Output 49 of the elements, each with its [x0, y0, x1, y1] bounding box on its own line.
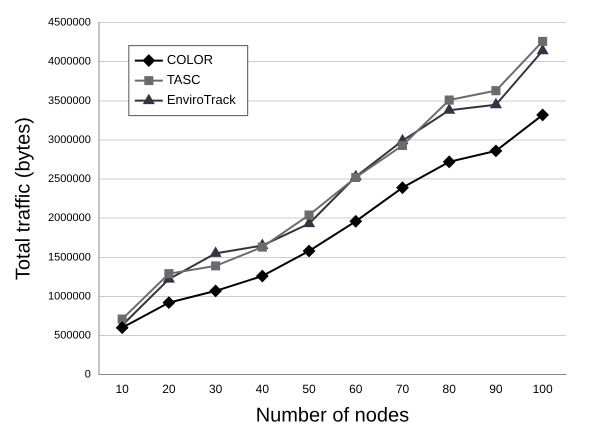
point: [351, 172, 360, 182]
point: [118, 314, 127, 324]
y-tick-label: 500000: [54, 330, 91, 342]
y-tick-label: 4000000: [48, 56, 91, 68]
y-tick-label: 3500000: [48, 94, 91, 107]
x-tick-label: 30: [208, 382, 223, 396]
x-tick-label: 50: [302, 382, 316, 396]
y-tick-label: 1000000: [48, 290, 91, 302]
point: [443, 156, 456, 168]
x-axis-title: Number of nodes: [256, 404, 410, 427]
point: [490, 98, 502, 108]
y-tick-label: 0: [84, 368, 91, 381]
x-tick-label: 70: [396, 382, 410, 396]
y-tick-label: 2000000: [48, 212, 91, 224]
point: [398, 140, 408, 150]
legend-label: COLOR: [166, 52, 214, 68]
point: [350, 215, 362, 228]
point: [490, 144, 502, 157]
x-tick-label: 40: [256, 382, 270, 396]
legend-label: TASC: [166, 72, 201, 88]
point: [258, 242, 267, 252]
y-tick-label: 3000000: [48, 134, 91, 146]
x-tick-label: 100: [532, 382, 553, 396]
y-tick-label: 1500000: [48, 251, 91, 264]
point: [116, 322, 128, 334]
y-tick-label: 2500000: [48, 173, 91, 186]
x-tick-label: 80: [442, 382, 456, 396]
x-tick-label: 10: [116, 382, 130, 396]
y-axis-title: Total traffic (bytes): [12, 117, 35, 280]
point: [303, 245, 316, 258]
point: [164, 269, 174, 278]
x-tick-label: 60: [349, 382, 363, 396]
point: [536, 108, 549, 121]
x-tick-label: 90: [489, 382, 503, 396]
point: [304, 210, 314, 220]
point: [537, 44, 548, 54]
point: [538, 36, 548, 46]
point: [162, 296, 175, 309]
legend-label: EnviroTrack: [166, 92, 236, 108]
point: [444, 96, 454, 105]
point: [210, 284, 222, 297]
point: [256, 270, 268, 282]
point: [396, 182, 408, 194]
point: [491, 86, 500, 96]
y-tick-label: 4500000: [48, 16, 91, 29]
point: [211, 261, 220, 270]
point: [444, 104, 455, 114]
point: [210, 247, 221, 257]
x-tick-label: 20: [162, 382, 176, 396]
